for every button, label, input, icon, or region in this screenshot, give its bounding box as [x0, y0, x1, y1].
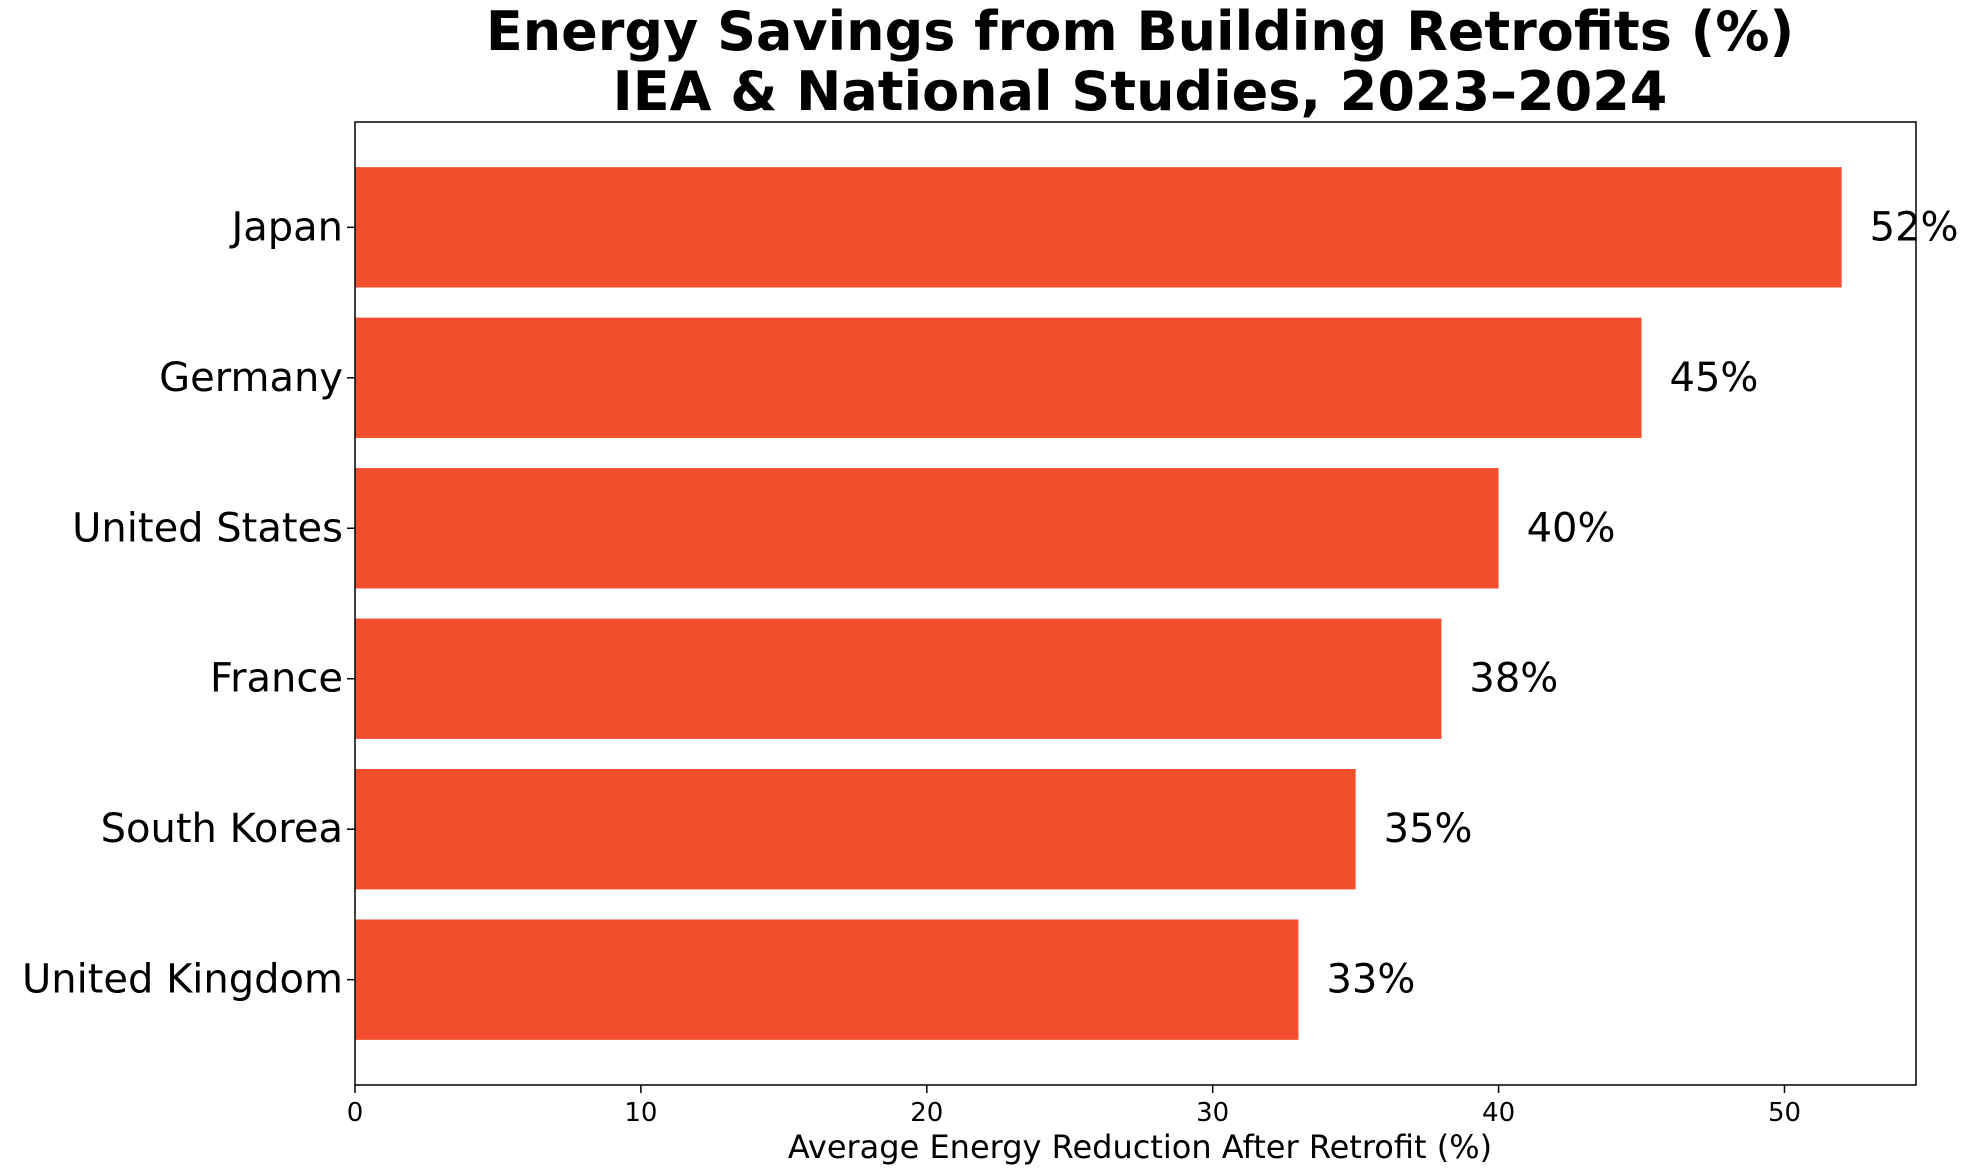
category-labels: Japan Germany United States France South Kor…: [22, 204, 355, 1003]
bar-united-kingdom: [355, 919, 1299, 1040]
value-label: 38%: [1469, 656, 1558, 702]
x-axis-ticks: 0 10 20 30 40 50: [347, 1085, 1801, 1128]
category-label: Germany: [159, 355, 343, 401]
x-axis-label: Average Energy Reduction After Retrofit …: [788, 1128, 1492, 1166]
x-tick-label: 10: [624, 1098, 657, 1128]
value-label: 33%: [1326, 957, 1415, 1003]
x-tick-label: 40: [1482, 1098, 1515, 1128]
bar-france: [355, 618, 1442, 739]
x-tick-label: 50: [1768, 1098, 1801, 1128]
plot-frame: [354, 121, 1917, 1086]
category-label: Japan: [228, 204, 343, 250]
category-label: United States: [72, 505, 343, 551]
category-label: United Kingdom: [22, 957, 343, 1003]
value-label: 35%: [1384, 806, 1473, 852]
bar-germany: [355, 317, 1642, 438]
category-label: South Korea: [101, 806, 343, 852]
x-tick-label: 0: [347, 1098, 364, 1128]
value-label: 52%: [1870, 204, 1959, 250]
chart-title-line-1: Energy Savings from Building Retrofits (…: [486, 0, 1794, 63]
category-label: France: [210, 656, 343, 702]
bars-group: [355, 167, 1842, 1040]
chart-title-line-2: IEA & National Studies, 2023–2024: [613, 60, 1668, 123]
bar-united-states: [355, 468, 1499, 589]
value-label: 45%: [1670, 355, 1759, 401]
bar-south-korea: [355, 769, 1356, 890]
x-tick-label: 30: [1196, 1098, 1229, 1128]
value-label: 40%: [1527, 505, 1616, 551]
value-labels: 52% 45% 40% 38% 35% 33%: [1326, 204, 1958, 1002]
x-tick-label: 20: [910, 1098, 943, 1128]
bar-japan: [355, 167, 1842, 288]
